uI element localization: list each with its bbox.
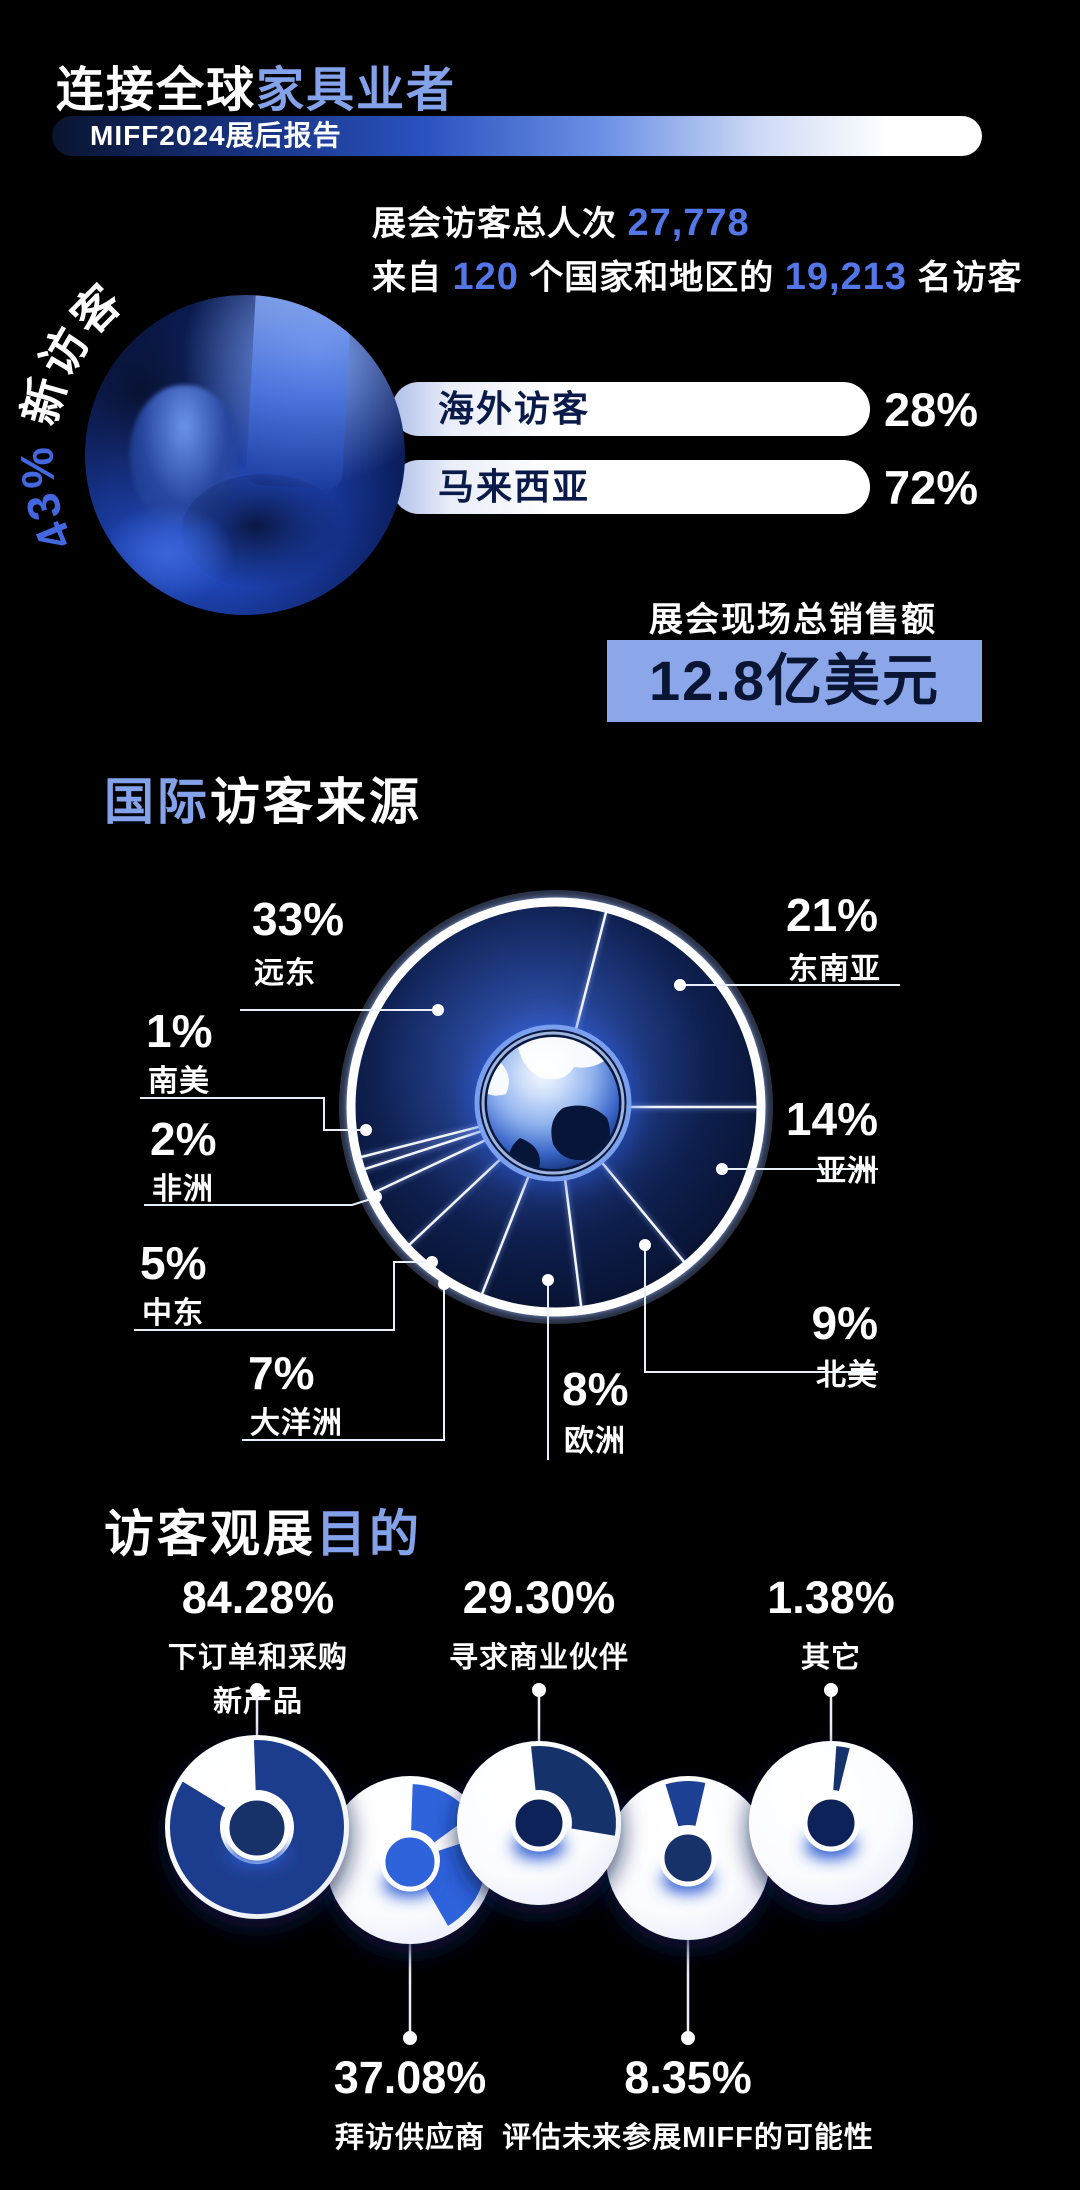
origin-section-title: 国际访客来源 xyxy=(104,762,422,834)
countries-count: 120 xyxy=(452,256,519,298)
countries-post: 名访客 xyxy=(907,259,1023,297)
pie-outer-glow xyxy=(339,890,773,1324)
sales-value-box: 12.8亿美元 xyxy=(607,640,982,722)
purpose-orders-line1: 下订单和采购 xyxy=(167,1642,348,1674)
pie-label-oceania: 大洋洲 xyxy=(250,1407,343,1440)
donut-seek-partners xyxy=(457,1741,621,1905)
pie-label-asia-pct: 14% xyxy=(785,1093,878,1145)
purpose-evaluate-pct: 8.35% xyxy=(624,2052,752,2103)
report-subtitle: MIFF2024展后报告 xyxy=(90,120,342,151)
new-visitor-percent: 43% xyxy=(10,424,82,558)
pie-label-africa: 非洲 xyxy=(152,1173,214,1206)
purpose-label-evaluate: 8.35% 评估未来参展MIFF的可能性 xyxy=(478,2052,898,2156)
total-visits-label: 展会访客总人次 xyxy=(372,205,628,243)
pie-label-namerica-pct: 9% xyxy=(811,1297,878,1349)
origin-title-rest: 访客来源 xyxy=(210,774,422,830)
pie-label-mideast: 中东 xyxy=(142,1297,204,1330)
pie-label-samerica: 南美 xyxy=(148,1065,210,1098)
pie-label-oceania-pct: 7% xyxy=(248,1347,315,1399)
purpose-label-suppliers: 37.08% 拜访供应商 xyxy=(200,2052,620,2156)
purpose-suppliers-pct: 37.08% xyxy=(333,2052,487,2103)
purpose-others-pct: 1.38% xyxy=(767,1572,895,1623)
unique-visitors-count: 19,213 xyxy=(784,256,907,298)
pie-label-samerica-pct: 1% xyxy=(146,1005,213,1057)
pie-label-namerica: 北美 xyxy=(816,1359,878,1392)
donut-connector-dots xyxy=(250,1683,838,2045)
pie-label-fareast: 远东 xyxy=(254,957,316,990)
purpose-title-main: 访客观展 xyxy=(104,1506,316,1562)
bar-malaysia-label: 马来西亚 xyxy=(438,466,591,507)
bar-overseas-value: 28% xyxy=(884,383,979,436)
purpose-partners-pct: 29.30% xyxy=(462,1572,616,1623)
countries-pre: 来自 xyxy=(372,259,453,297)
donut-place-orders xyxy=(165,1735,349,1919)
pie-label-mideast-pct: 5% xyxy=(140,1237,207,1289)
purpose-partners-text: 寻求商业伙伴 xyxy=(448,1642,629,1674)
bar-overseas: 海外访客 xyxy=(392,382,870,436)
visitors-photo-circle xyxy=(85,295,405,615)
photo-floor-glow xyxy=(104,506,233,603)
donut-connector-lines xyxy=(255,1692,833,2036)
pie-label-sea: 东南亚 xyxy=(788,953,881,986)
purpose-section-title: 访客观展目的 xyxy=(104,1494,422,1566)
pie-label-sea-pct: 21% xyxy=(786,889,879,941)
countries-line: 来自 120 个国家和地区的 19,213 名访客 xyxy=(372,250,1022,299)
sales-label: 展会现场总销售额 xyxy=(649,601,937,639)
pie-label-africa-pct: 2% xyxy=(150,1113,217,1165)
purpose-donut-charts xyxy=(165,1683,913,2045)
purpose-suppliers-text: 拜访供应商 xyxy=(334,2122,485,2154)
page-title-blue: 家具业者 xyxy=(256,64,457,117)
purpose-title-accent: 目的 xyxy=(316,1506,422,1562)
pie-callout-dots xyxy=(360,979,728,1290)
page-title-white: 连接全球 xyxy=(56,64,257,117)
photo-highlight-band xyxy=(246,295,353,490)
pie-callout-lines xyxy=(134,984,900,1460)
purpose-label-others: 1.38% 其它 xyxy=(621,1572,1041,1676)
report-subtitle-bar: MIFF2024展后报告 xyxy=(52,116,982,156)
purpose-label-orders: 84.28% 下订单和采购 新产品 xyxy=(48,1572,468,1720)
donut-visit-suppliers xyxy=(326,1776,494,1944)
pie-label-fareast-pct: 33% xyxy=(252,893,345,945)
purpose-label-partners: 29.30% 寻求商业伙伴 xyxy=(329,1572,749,1676)
origin-title-accent: 国际 xyxy=(104,774,210,830)
total-visits-value: 27,778 xyxy=(627,202,750,244)
globe-icon xyxy=(465,1015,641,1191)
pie-label-europe-pct: 8% xyxy=(562,1363,629,1415)
pie-label-asia: 亚洲 xyxy=(816,1155,878,1188)
bar-overseas-label: 海外访客 xyxy=(438,388,591,429)
donut-others xyxy=(749,1741,913,1905)
bar-malaysia-value: 72% xyxy=(884,461,979,514)
origin-pie-chart xyxy=(134,890,900,1460)
countries-mid: 个国家和地区的 xyxy=(518,259,785,297)
total-visits-line: 展会访客总人次 27,778 xyxy=(372,196,750,245)
pie-label-europe: 欧洲 xyxy=(564,1425,626,1458)
bar-malaysia: 马来西亚 xyxy=(392,460,870,514)
donut-evaluate-miff xyxy=(606,1776,770,1940)
page-title: 连接全球家具业者 xyxy=(56,50,456,120)
purpose-others-text: 其它 xyxy=(800,1642,861,1674)
purpose-orders-pct: 84.28% xyxy=(181,1572,335,1623)
purpose-evaluate-text: 评估未来参展MIFF的可能性 xyxy=(502,2122,874,2154)
